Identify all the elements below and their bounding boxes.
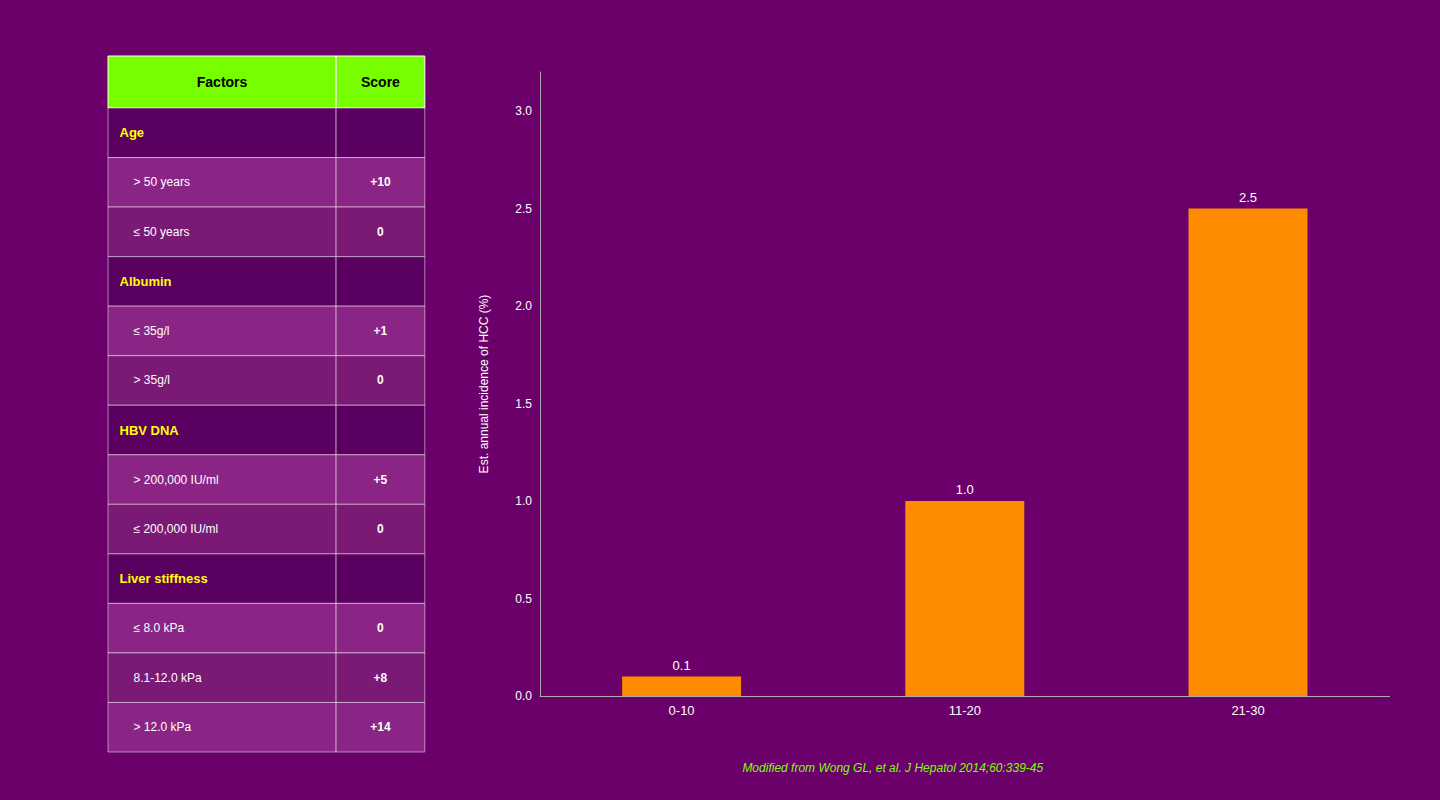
svg-text:2.0: 2.0 — [515, 299, 532, 313]
svg-text:0: 0 — [377, 522, 384, 536]
svg-text:+1: +1 — [374, 324, 388, 338]
svg-text:1.0: 1.0 — [515, 494, 532, 508]
svg-text:≤ 8.0 kPa: ≤ 8.0 kPa — [134, 621, 185, 635]
svg-text:11-20: 11-20 — [949, 703, 981, 718]
svg-text:> 200,000 IU/ml: > 200,000 IU/ml — [134, 473, 219, 487]
svg-text:21-30: 21-30 — [1231, 703, 1264, 718]
svg-text:Albumin: Albumin — [120, 274, 172, 289]
svg-text:3.0: 3.0 — [515, 104, 532, 118]
svg-text:Factors: Factors — [197, 74, 248, 90]
svg-text:≤ 50 years: ≤ 50 years — [134, 225, 190, 239]
svg-text:Liver stiffness: Liver stiffness — [120, 571, 208, 586]
svg-text:+8: +8 — [374, 671, 388, 685]
svg-text:0.1: 0.1 — [673, 658, 691, 673]
svg-text:> 12.0 kPa: > 12.0 kPa — [134, 720, 192, 734]
svg-text:> 50 years: > 50 years — [134, 175, 190, 189]
svg-text:+5: +5 — [374, 473, 388, 487]
svg-text:Modified from Wong GL, et al.: Modified from Wong GL, et al. J Hepatol … — [742, 761, 1043, 775]
svg-text:1.5: 1.5 — [515, 397, 532, 411]
svg-text:Age: Age — [120, 125, 145, 140]
svg-text:0.0: 0.0 — [515, 689, 532, 703]
svg-text:+14: +14 — [370, 720, 391, 734]
svg-text:0-10: 0-10 — [669, 703, 695, 718]
svg-text:0: 0 — [377, 225, 384, 239]
svg-text:≤ 35g/l: ≤ 35g/l — [134, 324, 170, 338]
svg-text:0.5: 0.5 — [515, 592, 532, 606]
svg-text:1.0: 1.0 — [956, 482, 974, 497]
svg-text:0: 0 — [377, 621, 384, 635]
svg-text:2.5: 2.5 — [515, 202, 532, 216]
svg-text:8.1-12.0 kPa: 8.1-12.0 kPa — [134, 671, 202, 685]
svg-text:Est. annual incidence of HCC (: Est. annual incidence of HCC (%) — [477, 295, 491, 474]
svg-text:+10: +10 — [370, 175, 391, 189]
svg-text:0: 0 — [377, 373, 384, 387]
svg-text:2.5: 2.5 — [1239, 190, 1257, 205]
svg-text:Score: Score — [361, 74, 400, 90]
svg-text:≤ 200,000 IU/ml: ≤ 200,000 IU/ml — [134, 522, 219, 536]
svg-text:> 35g/l: > 35g/l — [134, 373, 170, 387]
svg-text:HBV DNA: HBV DNA — [120, 423, 180, 438]
